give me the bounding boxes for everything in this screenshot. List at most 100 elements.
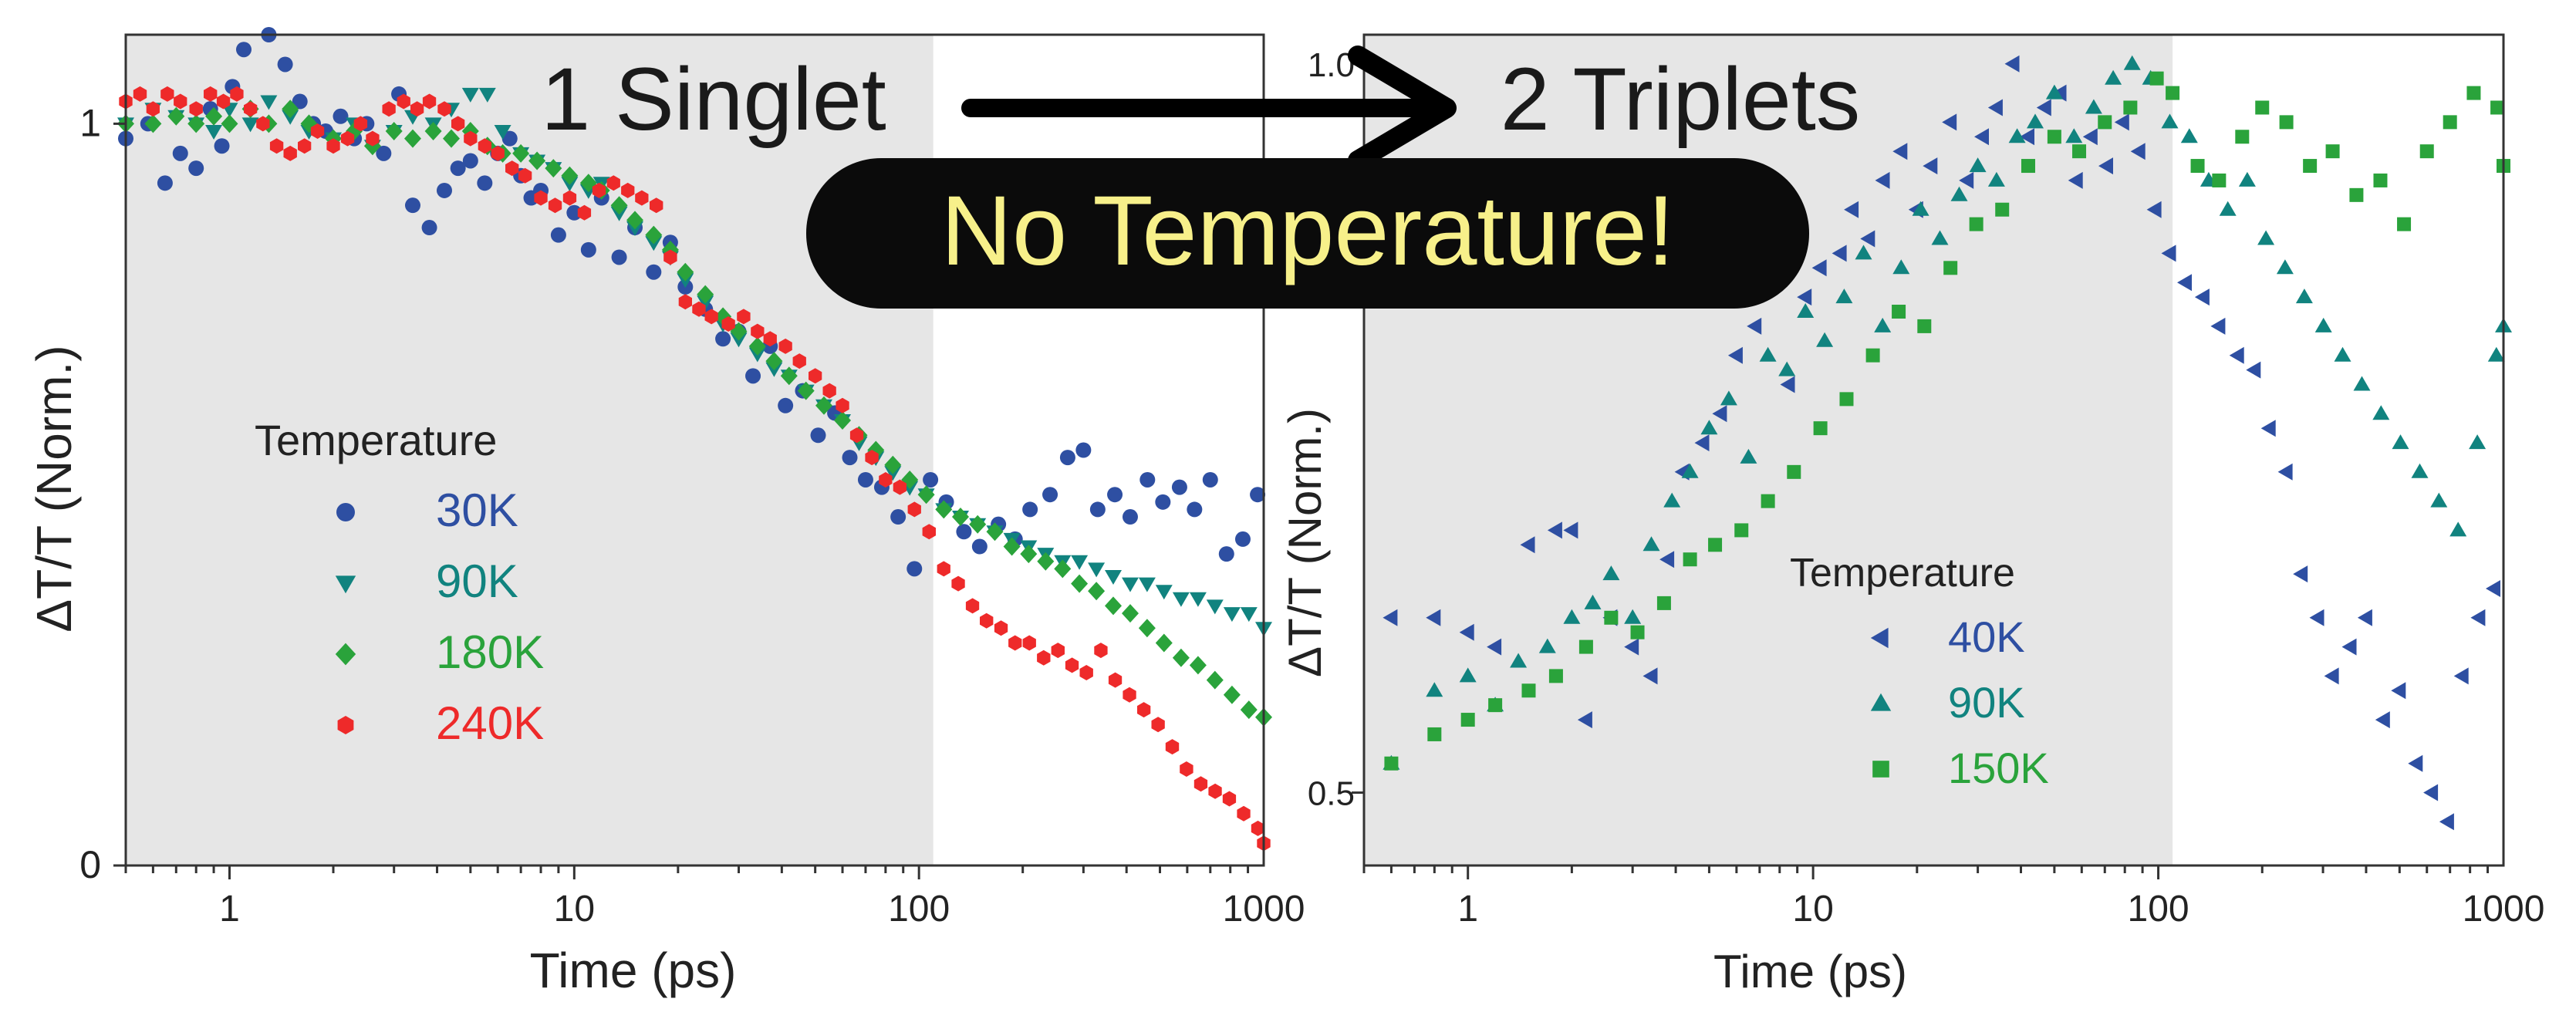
- data-point: [144, 114, 162, 133]
- data-point: [1022, 501, 1038, 518]
- data-point: [646, 264, 662, 280]
- data-point: [1761, 494, 1775, 508]
- legend-marker-240k: [337, 716, 354, 734]
- data-point: [548, 197, 562, 214]
- data-point: [1865, 348, 1880, 363]
- data-point: [2246, 361, 2261, 379]
- data-point: [842, 450, 858, 466]
- data-point: [518, 167, 532, 184]
- no-temperature-text: No Temperature!: [941, 176, 1675, 286]
- data-point: [815, 396, 832, 415]
- y-tick-label: 1: [79, 101, 101, 144]
- data-point: [2008, 128, 2026, 143]
- data-point: [1892, 305, 1906, 319]
- data-point: [1187, 501, 1203, 518]
- banner-singlet-text: 1 Singlet: [541, 50, 886, 149]
- x-axis: 1 10 100 1000 Time (ps): [1362, 865, 2545, 997]
- data-point: [491, 145, 505, 161]
- data-point: [606, 175, 620, 191]
- data-point: [2314, 317, 2332, 332]
- data-point: [2357, 609, 2372, 626]
- data-point: [277, 56, 293, 73]
- data-point: [849, 427, 864, 444]
- data-point: [2114, 113, 2129, 131]
- data-point: [494, 125, 511, 140]
- data-point: [1172, 592, 1190, 607]
- data-point: [2161, 245, 2176, 262]
- data-point: [1459, 623, 1474, 641]
- data-point: [971, 538, 988, 555]
- x-axis-label: Time (ps): [530, 943, 737, 998]
- data-point: [2098, 115, 2112, 130]
- data-point: [2085, 99, 2102, 114]
- data-point: [1460, 713, 1475, 727]
- data-point: [1548, 669, 1563, 683]
- x-tick-label: 10: [1792, 889, 1833, 930]
- data-point: [2045, 84, 2063, 100]
- data-point: [2309, 609, 2324, 626]
- data-point: [2486, 580, 2500, 597]
- y-axis: 0.5 1.0 ΔT/T (Norm.): [1279, 46, 1364, 813]
- data-point: [1797, 288, 1812, 306]
- data-point: [1089, 501, 1106, 518]
- data-point: [2439, 813, 2454, 831]
- data-point: [1122, 509, 1138, 525]
- data-point: [236, 42, 252, 58]
- data-point: [1022, 635, 1036, 651]
- data-point: [462, 153, 478, 169]
- data-point: [809, 368, 822, 384]
- data-point: [2210, 317, 2226, 335]
- data-point: [1202, 471, 1218, 488]
- data-point: [545, 159, 562, 178]
- data-point: [214, 138, 230, 154]
- data-point: [745, 368, 761, 384]
- data-point: [1923, 157, 1938, 175]
- data-point: [1602, 565, 1620, 581]
- legend-marker-180k: [335, 643, 356, 666]
- data-point: [2020, 128, 2034, 146]
- data-point: [1240, 607, 1258, 623]
- data-point: [2392, 434, 2409, 450]
- data-point: [1844, 201, 1859, 218]
- data-point: [1054, 559, 1072, 579]
- banner-overlay: 1 Singlet 2 Triplets No Temperature!: [541, 46, 1860, 309]
- data-point: [422, 93, 437, 110]
- data-point: [1251, 820, 1265, 836]
- data-point: [1659, 551, 1675, 569]
- data-point: [2375, 711, 2390, 729]
- data-point: [1995, 202, 2010, 217]
- data-point: [907, 501, 921, 518]
- data-point: [2065, 128, 2083, 143]
- data-point: [1875, 171, 1890, 189]
- data-point: [2469, 434, 2487, 450]
- data-point: [1577, 711, 1592, 729]
- data-point: [205, 125, 223, 140]
- data-point: [1218, 546, 1234, 562]
- data-point: [778, 397, 794, 413]
- data-point: [621, 182, 635, 198]
- data-point: [282, 100, 299, 119]
- data-point: [677, 262, 694, 282]
- data-point: [1700, 420, 1718, 435]
- data-point: [2372, 405, 2390, 420]
- data-point: [810, 427, 826, 444]
- data-point: [2449, 521, 2467, 537]
- data-point: [1383, 609, 1398, 626]
- data-point: [310, 123, 325, 139]
- data-points: [117, 27, 1272, 852]
- legend-label-90k: 90K: [436, 555, 518, 607]
- data-point: [146, 101, 160, 117]
- x-tick-label: 1000: [2463, 889, 2545, 930]
- legend-label-90k: 90K: [1948, 678, 2025, 727]
- data-point: [244, 101, 258, 117]
- data-point: [1138, 619, 1156, 638]
- data-point: [1987, 171, 2005, 187]
- legend-label-180k: 180K: [436, 626, 544, 678]
- data-point: [2443, 115, 2457, 130]
- data-point: [1193, 776, 1208, 792]
- data-point: [704, 309, 718, 325]
- data-point: [1663, 492, 1681, 508]
- series-150k: [1384, 71, 2510, 771]
- data-point: [626, 211, 643, 230]
- x-tick-label: 100: [2128, 889, 2189, 930]
